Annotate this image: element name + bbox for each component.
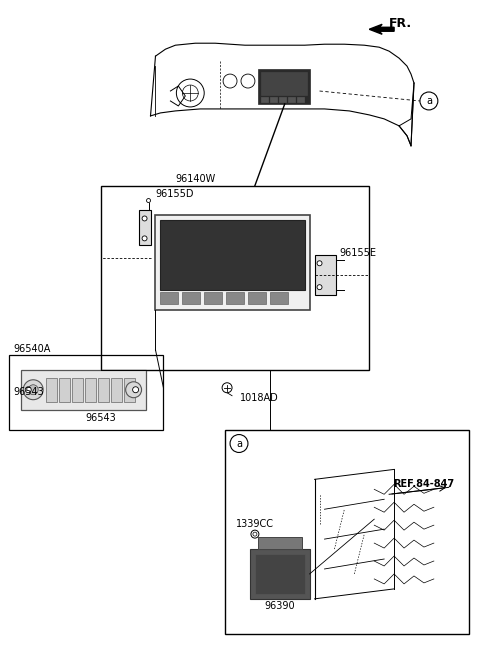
Bar bbox=[160, 220, 305, 290]
Bar bbox=[297, 97, 304, 102]
Bar bbox=[124, 378, 134, 401]
Polygon shape bbox=[369, 24, 394, 34]
Bar bbox=[9, 355, 164, 430]
Circle shape bbox=[142, 216, 147, 221]
Bar bbox=[85, 378, 96, 401]
Text: 96543: 96543 bbox=[85, 413, 116, 422]
Bar bbox=[46, 378, 57, 401]
Circle shape bbox=[420, 92, 438, 110]
Text: 96140W: 96140W bbox=[175, 174, 216, 184]
Text: 96540A: 96540A bbox=[13, 344, 51, 354]
Circle shape bbox=[182, 85, 198, 101]
Text: FR.: FR. bbox=[389, 17, 412, 30]
Bar bbox=[314, 255, 336, 295]
Text: a: a bbox=[236, 438, 242, 449]
Bar bbox=[258, 69, 310, 104]
Text: 96155D: 96155D bbox=[156, 188, 194, 199]
Circle shape bbox=[230, 434, 248, 453]
Bar bbox=[111, 378, 122, 401]
Bar bbox=[288, 97, 295, 102]
Text: a: a bbox=[426, 96, 432, 106]
Bar bbox=[101, 186, 369, 370]
Bar bbox=[72, 378, 83, 401]
Bar bbox=[182, 292, 200, 304]
Bar bbox=[261, 72, 307, 95]
Bar bbox=[258, 537, 301, 549]
Text: REF.84-847: REF.84-847 bbox=[393, 480, 454, 489]
Circle shape bbox=[28, 385, 38, 395]
Circle shape bbox=[253, 532, 257, 536]
Circle shape bbox=[146, 199, 151, 203]
Bar bbox=[59, 378, 70, 401]
Text: 96543: 96543 bbox=[13, 387, 44, 397]
Bar bbox=[225, 430, 468, 634]
Circle shape bbox=[317, 285, 322, 290]
Bar bbox=[226, 292, 244, 304]
Circle shape bbox=[126, 382, 142, 398]
Circle shape bbox=[176, 79, 204, 107]
Bar bbox=[248, 292, 266, 304]
Bar bbox=[255, 554, 305, 594]
Circle shape bbox=[222, 382, 232, 393]
Text: 96155E: 96155E bbox=[339, 249, 376, 258]
Circle shape bbox=[23, 380, 43, 400]
Bar bbox=[270, 97, 277, 102]
Bar bbox=[279, 97, 286, 102]
Text: 1339CC: 1339CC bbox=[236, 519, 274, 529]
Bar bbox=[21, 370, 145, 409]
Bar bbox=[98, 378, 109, 401]
Circle shape bbox=[223, 74, 237, 88]
Circle shape bbox=[317, 261, 322, 266]
Bar bbox=[139, 211, 151, 245]
Bar bbox=[156, 215, 310, 310]
Circle shape bbox=[241, 74, 255, 88]
Bar bbox=[204, 292, 222, 304]
Bar bbox=[160, 292, 179, 304]
Text: 96390: 96390 bbox=[264, 601, 295, 611]
Text: 1018AD: 1018AD bbox=[240, 393, 279, 403]
Circle shape bbox=[132, 387, 139, 393]
Bar bbox=[261, 97, 268, 102]
Circle shape bbox=[25, 387, 31, 393]
Bar bbox=[270, 292, 288, 304]
Circle shape bbox=[251, 530, 259, 538]
Circle shape bbox=[142, 236, 147, 241]
Bar bbox=[250, 549, 310, 599]
